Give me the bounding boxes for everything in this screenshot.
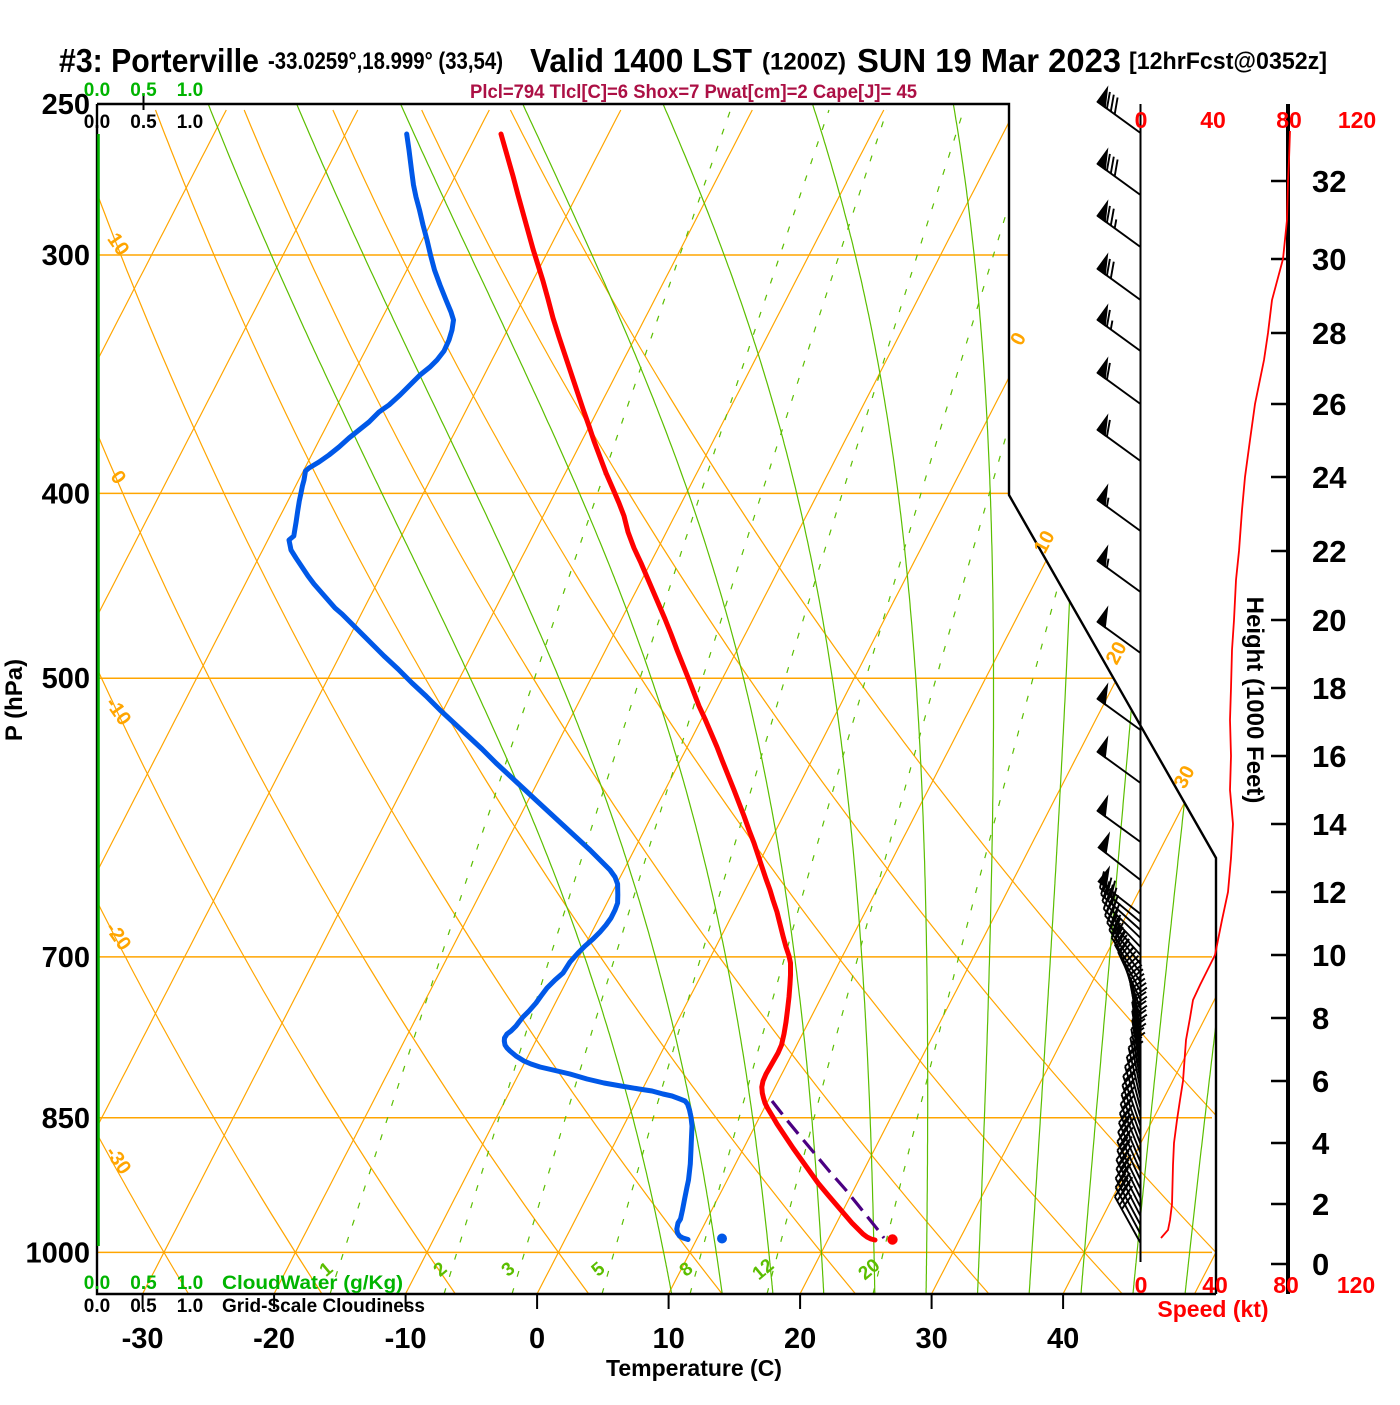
svg-text:P (hPa): P (hPa)	[1, 659, 28, 741]
svg-text:10: 10	[652, 1323, 684, 1355]
svg-text:Plcl=794 Tlcl[C]=6 Shox=7 Pwat: Plcl=794 Tlcl[C]=6 Shox=7 Pwat[cm]=2 Cap…	[470, 82, 917, 103]
svg-text:0.5: 0.5	[130, 80, 157, 101]
svg-text:30: 30	[915, 1323, 947, 1355]
svg-text:0.5: 0.5	[130, 112, 157, 133]
svg-text:40: 40	[1202, 1272, 1228, 1298]
svg-text:CloudWater (g/Kg): CloudWater (g/Kg)	[222, 1273, 403, 1294]
svg-text:0.5: 0.5	[130, 1296, 157, 1317]
svg-text:0.0: 0.0	[84, 80, 110, 101]
svg-text:-30: -30	[122, 1323, 164, 1355]
svg-text:120: 120	[1337, 1272, 1375, 1298]
svg-text:18: 18	[1312, 671, 1346, 706]
svg-text:2: 2	[1312, 1187, 1329, 1222]
svg-text:300: 300	[42, 240, 90, 272]
svg-text:28: 28	[1312, 316, 1346, 351]
svg-text:1.0: 1.0	[177, 112, 203, 133]
svg-text:16: 16	[1312, 739, 1346, 774]
svg-text:10: 10	[1312, 938, 1346, 973]
svg-text:26: 26	[1312, 387, 1346, 422]
svg-text:Height (1000 Feet): Height (1000 Feet)	[1241, 597, 1268, 804]
svg-text:1.0: 1.0	[177, 1273, 203, 1294]
svg-text:22: 22	[1312, 534, 1346, 569]
svg-text:0.0: 0.0	[84, 1296, 110, 1317]
svg-text:120: 120	[1338, 107, 1376, 133]
svg-text:-10: -10	[385, 1323, 427, 1355]
svg-text:40: 40	[1047, 1323, 1079, 1355]
svg-text:850: 850	[42, 1103, 90, 1135]
svg-text:0: 0	[1135, 107, 1148, 133]
svg-text:0.0: 0.0	[84, 112, 110, 133]
svg-text:[12hrFcst@0352z]: [12hrFcst@0352z]	[1129, 48, 1327, 75]
svg-text:Valid 1400 LST: Valid 1400 LST	[530, 42, 752, 79]
svg-text:SUN 19 Mar 2023: SUN 19 Mar 2023	[857, 42, 1121, 79]
svg-text:80: 80	[1273, 1272, 1299, 1298]
svg-text:Grid-Scale Cloudiness: Grid-Scale Cloudiness	[222, 1296, 425, 1317]
svg-text:80: 80	[1276, 107, 1302, 133]
svg-text:0: 0	[1135, 1272, 1148, 1298]
svg-text:1000: 1000	[25, 1237, 90, 1269]
svg-text:Speed (kt): Speed (kt)	[1157, 1296, 1268, 1322]
svg-text:250: 250	[42, 89, 90, 121]
svg-text:12: 12	[1312, 875, 1346, 910]
svg-text:400: 400	[42, 478, 90, 510]
svg-text:20: 20	[1312, 603, 1346, 638]
svg-text:0: 0	[1312, 1247, 1329, 1282]
svg-text:32: 32	[1312, 164, 1346, 199]
svg-text:40: 40	[1200, 107, 1226, 133]
svg-text:1.0: 1.0	[177, 80, 203, 101]
svg-text:24: 24	[1312, 460, 1347, 495]
svg-text:500: 500	[42, 663, 90, 695]
svg-text:#3: Porterville: #3: Porterville	[59, 42, 259, 79]
svg-text:20: 20	[784, 1323, 816, 1355]
svg-text:-33.0259°,18.999° (33,54): -33.0259°,18.999° (33,54)	[268, 48, 503, 75]
svg-text:700: 700	[42, 942, 90, 974]
svg-text:14: 14	[1312, 807, 1347, 842]
svg-text:1.0: 1.0	[177, 1296, 203, 1317]
svg-text:(1200Z): (1200Z)	[762, 49, 846, 76]
svg-text:4: 4	[1312, 1126, 1330, 1161]
svg-text:8: 8	[1312, 1001, 1329, 1036]
svg-text:0: 0	[529, 1323, 545, 1355]
svg-text:0.5: 0.5	[130, 1273, 157, 1294]
svg-text:-20: -20	[253, 1323, 295, 1355]
svg-text:0.0: 0.0	[84, 1273, 110, 1294]
svg-text:Temperature (C): Temperature (C)	[606, 1355, 782, 1381]
svg-text:6: 6	[1312, 1064, 1329, 1099]
svg-text:30: 30	[1312, 242, 1346, 277]
